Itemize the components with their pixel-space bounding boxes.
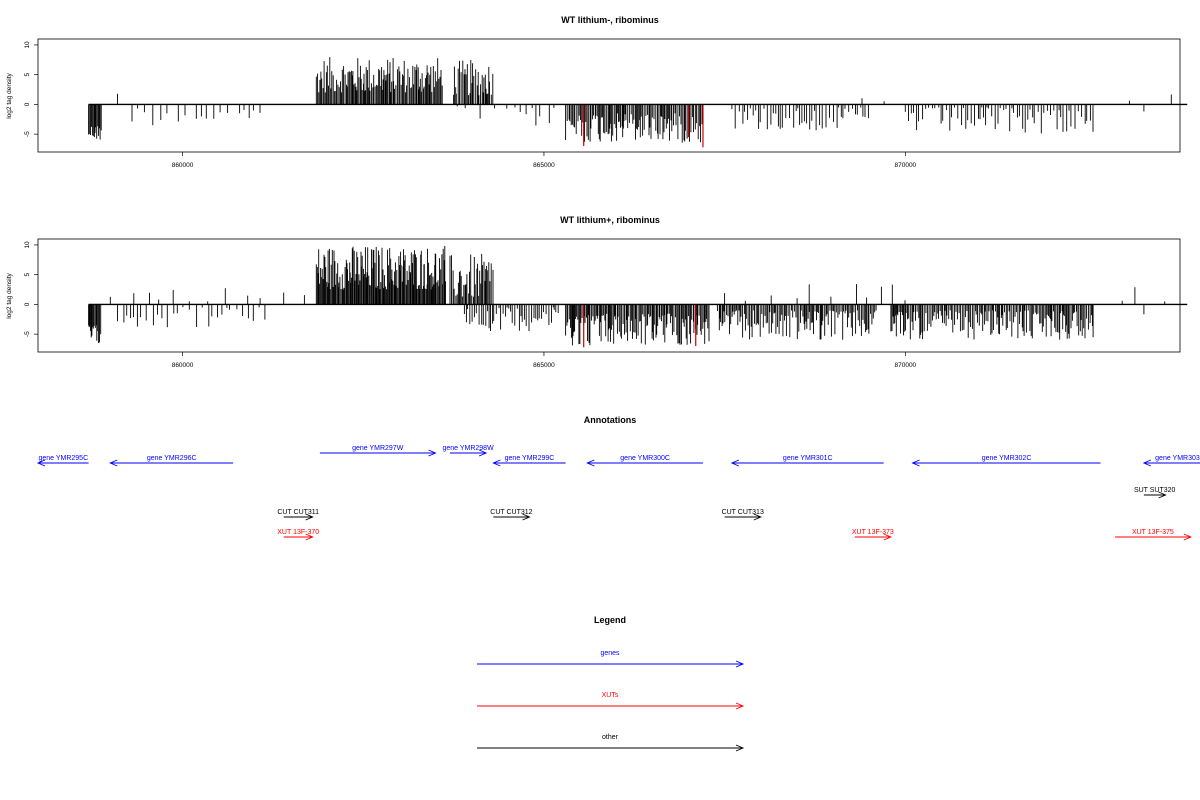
feature-arrowhead xyxy=(753,513,762,521)
feature-arrowhead xyxy=(305,533,314,541)
feature-arrowhead xyxy=(1142,459,1152,467)
plot-frame xyxy=(37,38,1181,153)
coverage-bars xyxy=(88,245,1188,348)
y-tick-label: 5 xyxy=(24,72,31,76)
feature-gene: gene YMR303C xyxy=(1142,455,1200,467)
feature-arrowhead xyxy=(730,459,740,467)
coverage-panel-lithium-minus: WT lithium-, ribominus log2 tag density … xyxy=(6,15,1188,169)
feature-label: gene YMR296C xyxy=(147,455,197,462)
legend-entry: genes xyxy=(477,650,745,668)
feature-gene: gene YMR301C xyxy=(730,455,884,467)
feature-label: SUT SUT320 xyxy=(1134,487,1176,494)
y-axis-label: log2 tag density xyxy=(6,272,13,318)
x-tick-label: 860000 xyxy=(172,362,194,369)
plot-frame xyxy=(37,238,1181,353)
feature-label: CUT CUT312 xyxy=(490,509,532,516)
legend-label: XUTs xyxy=(602,692,619,699)
feature-arrowhead xyxy=(586,459,595,467)
feature-sut: SUT SUT320 xyxy=(1134,487,1176,499)
coverage-bars xyxy=(88,57,1188,148)
axes: -5 0 5 10 860000 865000 870000 xyxy=(24,41,917,169)
feature-arrowhead xyxy=(1183,533,1192,541)
feature-label: CUT CUT311 xyxy=(277,509,319,516)
feature-arrowhead xyxy=(492,459,501,467)
x-tick-label: 870000 xyxy=(894,162,916,169)
y-tick-label: 5 xyxy=(24,272,31,276)
feature-arrowhead xyxy=(478,449,488,457)
feature-label: gene YMR295C xyxy=(38,455,88,462)
feature-label: XUT 13F-373 xyxy=(852,529,894,536)
feature-label: gene YMR303C xyxy=(1155,455,1200,462)
feature-arrowhead xyxy=(36,459,46,467)
y-tick-label: 10 xyxy=(24,41,31,49)
legend-label: genes xyxy=(600,650,620,657)
feature-arrowhead xyxy=(522,513,531,521)
feature-label: gene YMR300C xyxy=(620,455,670,462)
y-axis-label: log2 tag density xyxy=(6,72,13,118)
y-tick-label: -5 xyxy=(24,331,31,337)
axes: -5 0 5 10 860000 865000 870000 xyxy=(24,241,917,369)
feature-arrowhead xyxy=(109,459,118,467)
feature-label: XUT 13F-375 xyxy=(1132,529,1174,536)
feature-cut: CUT CUT312 xyxy=(490,509,533,521)
feature-cut: CUT CUT313 xyxy=(722,509,764,521)
x-tick-label: 860000 xyxy=(172,162,194,169)
annotations-panel: Annotations gene YMR295C gene YMR296Cgene… xyxy=(36,415,1200,541)
panel-title: WT lithium+, ribominus xyxy=(560,215,660,225)
x-tick-label: 865000 xyxy=(533,162,555,169)
panel-title: WT lithium-, ribominus xyxy=(561,15,659,25)
annotations-title: Annotations xyxy=(584,415,637,425)
legend-arrowhead xyxy=(735,744,745,752)
feature-gene: gene YMR300C xyxy=(586,455,703,467)
feature-label: gene YMR298W xyxy=(442,445,494,452)
feature-xut: XUT 13F-370 xyxy=(277,529,319,541)
legend-entries: genes XUTs other xyxy=(477,650,745,752)
x-tick-label: 870000 xyxy=(894,362,916,369)
feature-label: gene YMR301C xyxy=(783,455,833,462)
feature-gene: gene YMR298W xyxy=(442,445,494,457)
feature-gene: gene YMR299C xyxy=(492,455,566,467)
legend-label: other xyxy=(602,734,619,741)
feature-cut: CUT CUT311 xyxy=(277,509,319,521)
legend-arrowhead xyxy=(735,660,745,668)
legend-arrowhead xyxy=(735,702,745,710)
feature-label: CUT CUT313 xyxy=(722,509,764,516)
feature-arrowhead xyxy=(428,449,437,457)
feature-label: gene YMR302C xyxy=(982,455,1032,462)
feature-arrows: gene YMR295C gene YMR296C gene YMR297W gene… xyxy=(36,445,1200,541)
feature-gene: gene YMR302C xyxy=(911,455,1101,467)
legend-entry: XUTs xyxy=(477,692,745,710)
y-tick-label: 0 xyxy=(24,102,31,106)
feature-xut: XUT 13F-373 xyxy=(852,529,894,541)
y-tick-label: 10 xyxy=(24,241,31,249)
feature-arrowhead xyxy=(305,513,314,521)
feature-gene: gene YMR295C xyxy=(36,455,89,467)
y-tick-label: -5 xyxy=(24,131,31,137)
coverage-panel-lithium-plus: WT lithium+, ribominus log2 tag density … xyxy=(6,215,1188,369)
feature-xut: XUT 13F-375 xyxy=(1114,529,1192,541)
feature-gene: gene YMR296C xyxy=(109,455,234,467)
feature-arrowhead xyxy=(911,459,920,467)
legend-entry: other xyxy=(477,734,745,752)
feature-label: XUT 13F-370 xyxy=(277,529,319,536)
feature-arrowhead xyxy=(883,533,893,541)
feature-gene: gene YMR297W xyxy=(319,445,437,457)
y-tick-label: 0 xyxy=(24,302,31,306)
feature-label: gene YMR297W xyxy=(352,445,404,452)
legend-title: Legend xyxy=(594,615,626,625)
x-tick-label: 865000 xyxy=(533,362,555,369)
feature-arrowhead xyxy=(1158,491,1167,499)
legend-panel: Legend genes XUTs other xyxy=(477,615,745,752)
feature-label: gene YMR299C xyxy=(505,455,555,462)
